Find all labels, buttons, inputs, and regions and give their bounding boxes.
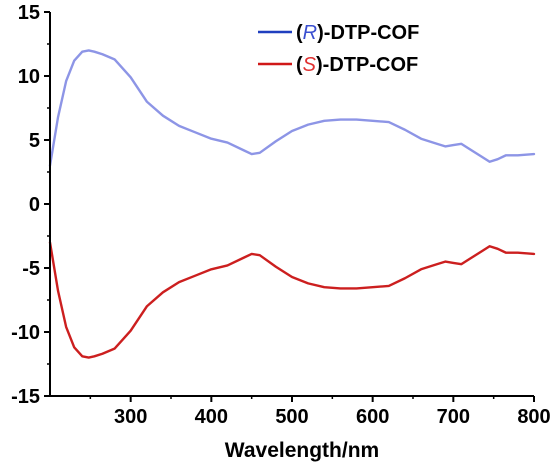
x-tick-label: 800 xyxy=(517,406,550,428)
legend-label-r-dtp-cof: (R)-DTP-COF xyxy=(296,22,419,44)
x-axis-title: Wavelength/nm xyxy=(225,439,379,462)
x-tick-label: 700 xyxy=(437,406,470,428)
x-tick-label: 300 xyxy=(114,406,147,428)
plot-area xyxy=(48,49,536,359)
legend: (R)-DTP-COF (S)-DTP-COF xyxy=(258,22,419,76)
y-tick-label: -10 xyxy=(11,322,40,344)
x-tick-label: 400 xyxy=(195,406,228,428)
axes: 15 10 5 0 -5 -10 -15 300 400 500 600 700 800 Waveleng… xyxy=(11,2,551,462)
y-tick-label: 5 xyxy=(29,130,40,152)
legend-label-s-dtp-cof: (S)-DTP-COF xyxy=(296,54,418,76)
x-tick-label: 600 xyxy=(356,406,389,428)
y-tick-label: 0 xyxy=(29,194,40,216)
series-line-s-dtp-cof xyxy=(48,241,536,359)
series-line-r-dtp-cof xyxy=(48,49,536,167)
y-tick-label: -15 xyxy=(11,386,40,408)
y-tick-label: 10 xyxy=(18,66,40,88)
y-tick-label: -5 xyxy=(22,258,40,280)
x-tick-label: 500 xyxy=(275,406,308,428)
y-tick-label: 15 xyxy=(18,2,40,24)
